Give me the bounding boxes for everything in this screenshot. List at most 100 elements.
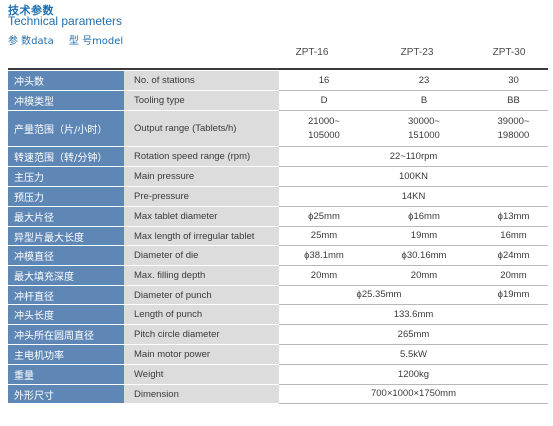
value-cell: ϕ30.16mm [401,249,447,261]
value-cell: 133.6mm [393,308,434,320]
value-cell: 14KN [401,190,426,202]
row-values: 20mm 20mm 20mm [279,266,548,286]
column-header-labels: 参 数data 型 号model [8,32,123,47]
value-cell: ϕ13mm [497,210,530,222]
row-label-cn: 冲模类型 [8,91,124,111]
page-title-cn: 技术参数 [8,4,54,17]
row-label-en: Max tablet diameter [124,207,279,227]
model-header-zpt30: ZPT-30 [492,47,526,58]
row-values: 21000~ 105000 30000~ 151000 39000~ 198000 [279,111,548,147]
value-cell: 20mm [310,269,338,281]
model-header-zpt23: ZPT-23 [400,47,434,58]
row-label-cn: 产量范围（片/小时） [8,111,124,147]
value-cell: 21000~ 105000 [308,115,340,141]
row-label-cn: 冲杆直径 [8,286,124,305]
table-row: 冲模类型 Tooling type D B BB [8,91,548,111]
row-label-en: Length of punch [124,305,279,325]
row-label-cn: 主压力 [8,167,124,187]
row-label-en: Tooling type [124,91,279,111]
value-cell: 16 [318,74,330,86]
value-cell: 39000~ 198000 [497,115,530,141]
row-values: 1200kg [279,365,548,385]
row-label-cn: 冲头数 [8,71,124,91]
table-row: 异型片最大长度 Max length of irregular tablet 25m… [8,227,548,246]
row-label-cn: 预压力 [8,187,124,207]
row-label-en: Diameter of punch [124,286,279,305]
row-values: 25mm 19mm 16mm [279,227,548,246]
row-values: ϕ25.35mm ϕ19mm [279,286,548,305]
row-label-en: No. of stations [124,71,279,91]
row-label-en: Max length of irregular tablet [124,227,279,246]
value-cell: ϕ19mm [497,289,530,301]
table-row: 最大填充深度 Max. filling depth 20mm 20mm 20mm [8,266,548,286]
value-cell: ϕ38.1mm [304,249,344,261]
table-row: 外形尺寸 Dimension 700×1000×1750mm [8,385,548,404]
table-row: 主压力 Main pressure 100KN [8,167,548,187]
row-label-cn: 冲模直径 [8,246,124,266]
table-row: 转速范围（转/分钟） Rotation speed range (rpm) 22~1… [8,147,548,167]
value-cell: 100KN [398,170,429,182]
table-row: 产量范围（片/小时） Output range (Tablets/h) 21000~… [8,111,548,147]
table-top-rule [8,68,548,70]
row-values: ϕ38.1mm ϕ30.16mm ϕ24mm [279,246,548,266]
table-row: 冲杆直径 Diameter of punch ϕ25.35mm ϕ19mm [8,286,548,305]
value-cell: ϕ16mm [408,210,440,222]
row-values: 5.5kW [279,345,548,365]
value-cell: 20mm [410,269,438,281]
row-label-en: Output range (Tablets/h) [124,111,279,147]
value-cell: 25mm [310,230,338,242]
row-label-cn: 异型片最大长度 [8,227,124,246]
value-cell: 22~110rpm [389,150,438,162]
row-label-cn: 最大片径 [8,207,124,227]
value-cell: 16mm [500,230,527,242]
page-title-en: Technical parameters [8,14,123,28]
row-label-en: Pitch circle diameter [124,325,279,345]
row-label-cn: 转速范围（转/分钟） [8,147,124,167]
value-cell: BB [507,94,520,106]
table-row: 冲头所在圆周直径 Pitch circle diameter 265mm [8,325,548,345]
value-cell: 30 [508,74,519,86]
row-label-cn: 主电机功率 [8,345,124,365]
row-label-en: Weight [124,365,279,385]
row-label-en: Diameter of die [124,246,279,266]
row-label-en: Rotation speed range (rpm) [124,147,279,167]
row-values: 700×1000×1750mm [279,385,548,404]
value-cell: 700×1000×1750mm [370,388,457,400]
table-row: 冲头数 No. of stations 16 23 30 [8,71,548,91]
table-row: 重量 Weight 1200kg [8,365,548,385]
value-cell: ϕ25.35mm [356,289,402,301]
model-label: 型 号model [68,36,124,47]
row-label-cn: 冲头所在圆周直径 [8,325,124,345]
model-header-zpt16: ZPT-16 [295,47,329,58]
row-values: 133.6mm [279,305,548,325]
value-cell: 20mm [500,269,527,281]
row-label-cn: 最大填充深度 [8,266,124,286]
row-label-en: Max. filling depth [124,266,279,286]
table-row: 冲头长度 Length of punch 133.6mm [8,305,548,325]
value-cell: 1200kg [397,368,430,380]
row-values: D B BB [279,91,548,111]
row-label-cn: 冲头长度 [8,305,124,325]
row-label-en: Dimension [124,385,279,404]
row-values: 100KN [279,167,548,187]
param-label: 参 数data [8,36,54,47]
value-cell: 19mm [410,230,438,242]
table-row: 主电机功率 Main motor power 5.5kW [8,345,548,365]
row-label-cn: 重量 [8,365,124,385]
value-cell: B [420,94,428,106]
row-label-en: Pre-pressure [124,187,279,207]
table-row: 预压力 Pre-pressure 14KN [8,187,548,207]
row-label-en: Main motor power [124,345,279,365]
row-values: 14KN [279,187,548,207]
value-cell: ϕ24mm [497,249,530,261]
row-label-en: Main pressure [124,167,279,187]
value-cell: D [320,94,328,106]
table-row: 冲模直径 Diameter of die ϕ38.1mm ϕ30.16mm ϕ24mm [8,246,548,266]
value-cell: 265mm [397,328,430,340]
value-cell: 23 [418,74,430,86]
value-cell: ϕ25mm [308,210,340,222]
row-values: ϕ25mm ϕ16mm ϕ13mm [279,207,548,227]
row-values: 22~110rpm [279,147,548,167]
value-cell: 5.5kW [400,348,427,360]
value-cell: 30000~ 151000 [408,115,440,141]
